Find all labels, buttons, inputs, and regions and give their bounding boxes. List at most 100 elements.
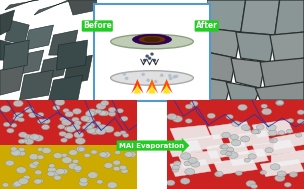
Circle shape [295,133,302,137]
Circle shape [246,180,256,187]
Circle shape [62,119,72,126]
Text: After: After [196,22,218,30]
Circle shape [18,178,29,184]
Circle shape [47,171,55,176]
Circle shape [185,119,192,123]
Polygon shape [275,0,304,35]
Circle shape [226,152,232,156]
Polygon shape [39,55,68,80]
Circle shape [34,179,42,184]
Polygon shape [207,0,246,32]
Circle shape [14,181,22,187]
Circle shape [47,167,56,173]
Circle shape [109,112,116,116]
Circle shape [64,133,73,139]
Polygon shape [5,0,39,10]
Circle shape [167,114,177,120]
Circle shape [284,182,291,187]
Circle shape [107,182,117,188]
Polygon shape [227,148,268,166]
Circle shape [5,160,14,166]
Circle shape [37,147,43,151]
Circle shape [74,132,84,138]
Circle shape [220,145,226,149]
Polygon shape [24,25,54,50]
Circle shape [297,110,304,115]
Circle shape [94,121,101,126]
Circle shape [275,175,285,181]
Circle shape [297,119,304,124]
Circle shape [12,182,21,187]
Circle shape [42,147,51,153]
Circle shape [275,100,284,106]
Circle shape [277,171,286,177]
Circle shape [99,152,107,157]
Polygon shape [161,79,173,94]
Circle shape [75,168,81,172]
Circle shape [81,116,90,122]
Circle shape [232,121,240,126]
Circle shape [230,135,238,140]
Circle shape [207,113,215,119]
Circle shape [117,108,123,113]
Polygon shape [134,84,141,94]
Polygon shape [226,82,260,100]
Circle shape [22,139,28,143]
Circle shape [69,150,78,155]
Circle shape [66,126,76,132]
Circle shape [35,170,42,175]
Circle shape [190,101,198,106]
Circle shape [121,169,128,173]
Circle shape [33,161,39,165]
Circle shape [82,125,89,129]
Circle shape [55,99,65,105]
Polygon shape [19,70,54,100]
Circle shape [168,74,171,77]
Circle shape [72,159,79,163]
Ellipse shape [111,34,193,49]
Circle shape [61,138,67,142]
Circle shape [184,161,191,166]
Circle shape [261,104,268,108]
Circle shape [260,170,266,175]
Polygon shape [231,58,265,88]
Polygon shape [0,65,24,95]
Polygon shape [0,10,15,35]
Circle shape [148,57,151,59]
Polygon shape [260,159,304,177]
Circle shape [53,105,60,110]
Circle shape [87,128,95,134]
Circle shape [76,146,86,152]
Circle shape [11,147,17,151]
Polygon shape [34,0,73,15]
Circle shape [228,152,238,159]
Circle shape [95,109,102,113]
Polygon shape [241,0,280,35]
Circle shape [154,81,157,83]
Bar [0,100,137,145]
Circle shape [64,127,71,131]
Polygon shape [178,150,222,168]
Polygon shape [49,30,78,55]
Ellipse shape [139,36,165,43]
Circle shape [16,167,26,174]
Circle shape [126,77,128,79]
Circle shape [113,160,121,165]
Circle shape [113,166,120,171]
Circle shape [63,108,69,113]
Circle shape [49,164,55,168]
Polygon shape [236,32,275,62]
Circle shape [172,168,178,172]
Circle shape [37,155,44,160]
Circle shape [2,183,9,187]
Circle shape [88,172,98,178]
Polygon shape [227,130,271,148]
Circle shape [220,150,227,155]
Circle shape [96,180,103,184]
Circle shape [78,147,85,151]
Circle shape [19,132,27,138]
Circle shape [226,115,233,119]
Circle shape [50,172,59,177]
Circle shape [96,128,106,135]
Polygon shape [0,40,19,60]
